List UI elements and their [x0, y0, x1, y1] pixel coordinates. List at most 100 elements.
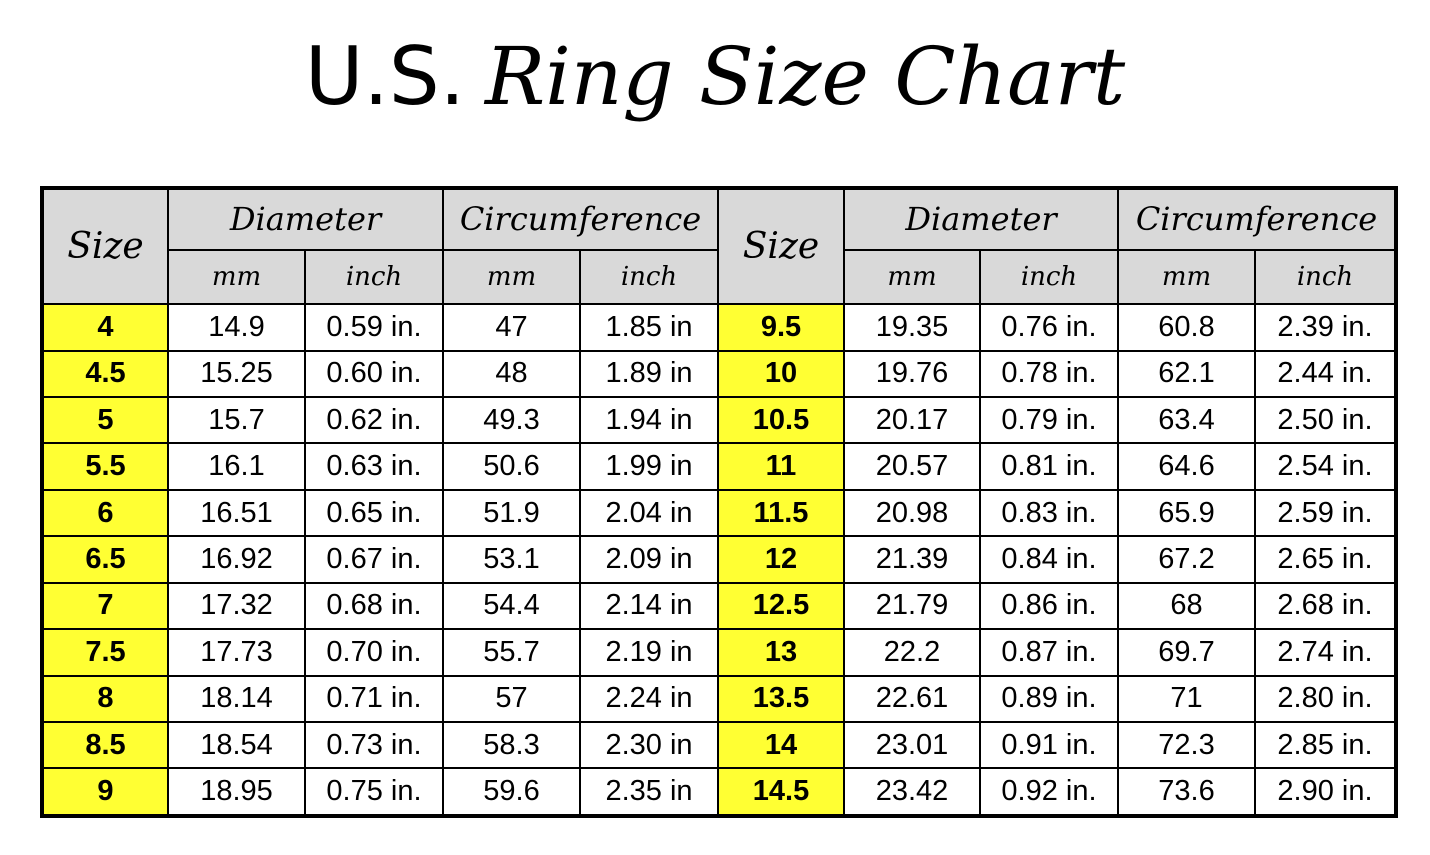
- measure-cell: 0.60 in.: [304, 349, 444, 398]
- group-header: Diameter: [843, 187, 1119, 251]
- measure-cell: 15.7: [167, 395, 306, 445]
- measure-cell: 22.61: [843, 674, 981, 724]
- measure-cell: 2.90 in.: [1254, 767, 1397, 817]
- data-row: 7 17.32 0.68 in. 54.4 2.14 in 12.5 21.79 0.86 i…: [41, 581, 1397, 631]
- measure-cell: 19.35: [843, 303, 981, 352]
- unit-header: mm: [167, 248, 306, 306]
- size-cell: 6.5: [41, 535, 169, 584]
- measure-cell: 0.86 in.: [979, 581, 1119, 631]
- title: U.S. Ring Size Chart: [0, 22, 1430, 132]
- measure-cell: 58.3: [442, 721, 581, 770]
- measure-cell: 20.17: [843, 395, 981, 445]
- measure-cell: 0.78 in.: [979, 349, 1119, 398]
- measure-cell: 14.9: [167, 303, 306, 352]
- measure-cell: 2.65 in.: [1254, 535, 1397, 584]
- size-cell: 5: [41, 395, 169, 445]
- measure-cell: 0.63 in.: [304, 442, 444, 491]
- measure-cell: 0.83 in.: [979, 488, 1119, 538]
- size-cell: 11: [717, 442, 845, 491]
- measure-cell: 21.79: [843, 581, 981, 631]
- group-header: Circumference: [442, 187, 719, 251]
- data-row: 8.5 18.54 0.73 in. 58.3 2.30 in 14 23.01 0.91 i…: [41, 721, 1397, 770]
- measure-cell: 2.50 in.: [1254, 395, 1397, 445]
- measure-cell: 16.51: [167, 488, 306, 538]
- unit-header: inch: [1254, 248, 1397, 306]
- measure-cell: 71: [1117, 674, 1256, 724]
- size-cell: 11.5: [717, 488, 845, 538]
- measure-cell: 62.1: [1117, 349, 1256, 398]
- measure-cell: 18.95: [167, 767, 306, 817]
- data-row: 6 16.51 0.65 in. 51.9 2.04 in 11.5 20.98 0.83 i…: [41, 488, 1397, 538]
- measure-cell: 69.7: [1117, 628, 1256, 677]
- data-row: 5.5 16.1 0.63 in. 50.6 1.99 in 11 20.57 0.81 in…: [41, 442, 1397, 491]
- measure-cell: 2.74 in.: [1254, 628, 1397, 677]
- unit-header: mm: [442, 248, 581, 306]
- measure-cell: 17.73: [167, 628, 306, 677]
- measure-cell: 60.8: [1117, 303, 1256, 352]
- measure-cell: 65.9: [1117, 488, 1256, 538]
- measure-cell: 2.39 in.: [1254, 303, 1397, 352]
- data-row: 9 18.95 0.75 in. 59.6 2.35 in 14.5 23.42 0.92 i…: [41, 767, 1397, 817]
- measure-cell: 0.67 in.: [304, 535, 444, 584]
- measure-cell: 48: [442, 349, 581, 398]
- measure-cell: 1.85 in: [579, 303, 719, 352]
- data-row: 5 15.7 0.62 in. 49.3 1.94 in 10.5 20.17 0.79 in…: [41, 395, 1397, 445]
- measure-cell: 2.19 in: [579, 628, 719, 677]
- measure-cell: 51.9: [442, 488, 581, 538]
- measure-cell: 23.01: [843, 721, 981, 770]
- size-cell: 8: [41, 674, 169, 724]
- measure-cell: 53.1: [442, 535, 581, 584]
- measure-cell: 0.73 in.: [304, 721, 444, 770]
- size-cell: 12: [717, 535, 845, 584]
- data-row: 4 14.9 0.59 in. 47 1.85 in 9.5 19.35 0.76 in. 60…: [41, 303, 1397, 352]
- measure-cell: 0.92 in.: [979, 767, 1119, 817]
- measure-cell: 22.2: [843, 628, 981, 677]
- size-cell: 9: [41, 767, 169, 817]
- size-cell: 12.5: [717, 581, 845, 631]
- measure-cell: 0.75 in.: [304, 767, 444, 817]
- size-cell: 4.5: [41, 349, 169, 398]
- title-script: Ring Size Chart: [485, 30, 1126, 123]
- measure-cell: 0.65 in.: [304, 488, 444, 538]
- size-cell: 5.5: [41, 442, 169, 491]
- title-plain: U.S.: [304, 30, 466, 123]
- size-cell: 6: [41, 488, 169, 538]
- measure-cell: 2.24 in: [579, 674, 719, 724]
- measure-cell: 0.59 in.: [304, 303, 444, 352]
- measure-cell: 0.71 in.: [304, 674, 444, 724]
- measure-cell: 21.39: [843, 535, 981, 584]
- measure-cell: 2.44 in.: [1254, 349, 1397, 398]
- measure-cell: 2.85 in.: [1254, 721, 1397, 770]
- unit-header: mm: [843, 248, 981, 306]
- data-row: 8 18.14 0.71 in. 57 2.24 in 13.5 22.61 0.89 in.…: [41, 674, 1397, 724]
- subheader-row: mm inch mm inch mm inch mm inch: [42, 248, 1397, 306]
- measure-cell: 63.4: [1117, 395, 1256, 445]
- measure-cell: 18.14: [167, 674, 306, 724]
- size-cell: 7: [41, 581, 169, 631]
- measure-cell: 57: [442, 674, 581, 724]
- measure-cell: 15.25: [167, 349, 306, 398]
- measure-cell: 67.2: [1117, 535, 1256, 584]
- measure-cell: 2.80 in.: [1254, 674, 1397, 724]
- measure-cell: 68: [1117, 581, 1256, 631]
- measure-cell: 2.68 in.: [1254, 581, 1397, 631]
- measure-cell: 19.76: [843, 349, 981, 398]
- size-cell: 10: [717, 349, 845, 398]
- measure-cell: 2.54 in.: [1254, 442, 1397, 491]
- measure-cell: 0.68 in.: [304, 581, 444, 631]
- size-cell: 13.5: [717, 674, 845, 724]
- size-cell: 7.5: [41, 628, 169, 677]
- data-row: 4.5 15.25 0.60 in. 48 1.89 in 10 19.76 0.78 in.…: [41, 349, 1397, 398]
- group-header: Circumference: [1117, 187, 1397, 251]
- unit-header: inch: [304, 248, 444, 306]
- measure-cell: 23.42: [843, 767, 981, 817]
- measure-cell: 72.3: [1117, 721, 1256, 770]
- measure-cell: 16.1: [167, 442, 306, 491]
- measure-cell: 2.30 in: [579, 721, 719, 770]
- measure-cell: 0.76 in.: [979, 303, 1119, 352]
- measure-cell: 64.6: [1117, 442, 1256, 491]
- measure-cell: 54.4: [442, 581, 581, 631]
- size-cell: 14.5: [717, 767, 845, 817]
- measure-cell: 2.14 in: [579, 581, 719, 631]
